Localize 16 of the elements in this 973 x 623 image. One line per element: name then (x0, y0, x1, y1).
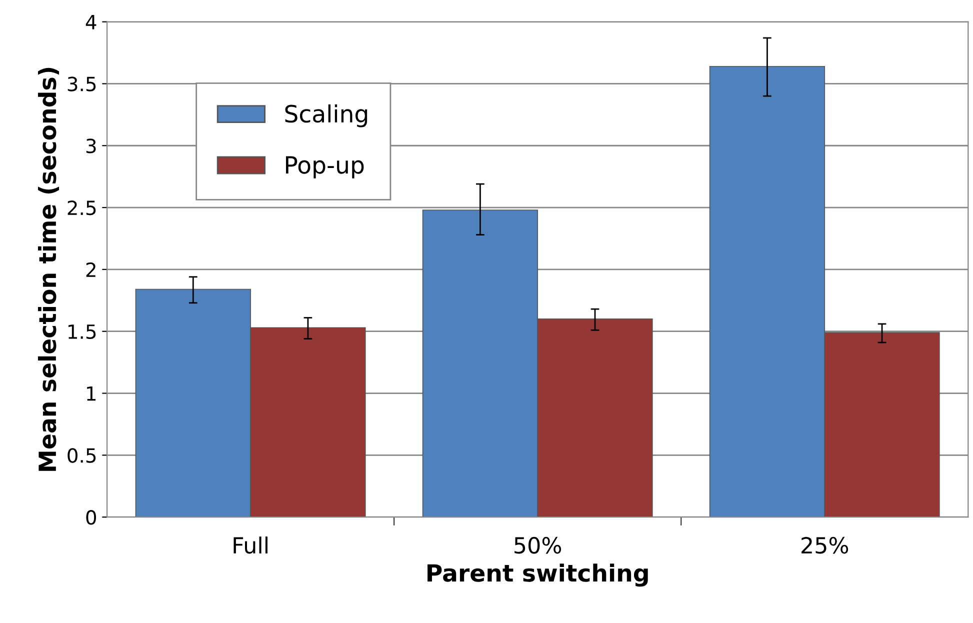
legend-label: Scaling (285, 104, 368, 128)
x-axis-title: Parent switching (428, 564, 648, 587)
y-tick-label: 0 (86, 510, 96, 525)
y-tick-label: 0.5 (68, 448, 96, 463)
x-tick-label: Full (234, 536, 268, 554)
x-tick-label: 50% (514, 536, 562, 554)
y-tick-label: 3.5 (68, 76, 96, 92)
x-tick-label: 25% (802, 536, 848, 554)
y-tick-label: 2 (86, 262, 96, 277)
legend-label: Pop-up (286, 156, 364, 178)
y-tick-label: 4 (86, 15, 96, 30)
y-tick-label: 3 (86, 138, 96, 154)
y-tick-label: 1 (87, 386, 96, 401)
y-tick-label: 2.5 (68, 200, 96, 216)
y-tick-label: 1.5 (68, 324, 96, 340)
y-axis-title: Mean selection time (seconds) (38, 68, 60, 471)
